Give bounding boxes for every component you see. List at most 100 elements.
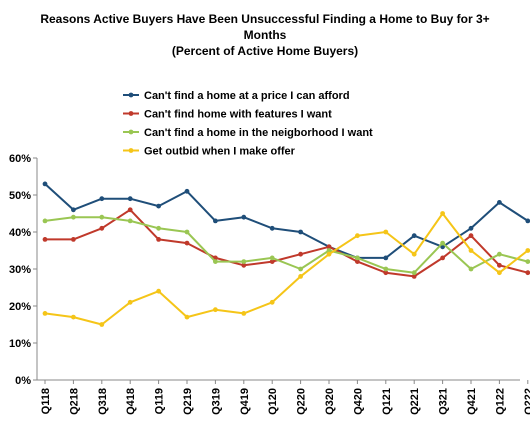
series-line	[44, 216, 529, 274]
data-point	[411, 270, 417, 276]
x-tick-label: Q118	[40, 388, 52, 414]
x-tick-label: Q121	[381, 388, 393, 415]
data-point	[99, 225, 105, 231]
chart-title-line-2: Months	[244, 28, 287, 42]
data-point	[383, 229, 389, 235]
legend-marker	[128, 92, 134, 98]
data-point	[42, 218, 48, 224]
data-point	[298, 266, 303, 272]
legend-label: Can't find a home at a price I can affor…	[144, 90, 350, 102]
chart-title-line-3: (Percent of Active Home Buyers)	[172, 44, 358, 58]
x-tick-label: Q120	[267, 388, 279, 415]
x-tick-label: Q320	[324, 388, 336, 415]
data-point	[326, 248, 332, 253]
data-point	[213, 218, 218, 224]
x-tick-label: Q222	[523, 388, 530, 415]
data-point	[468, 233, 474, 239]
chart-title: Reasons Active Buyers Have Been Unsucces…	[40, 12, 489, 58]
data-point	[156, 203, 162, 209]
data-point	[298, 229, 303, 235]
data-point	[525, 270, 530, 276]
data-point	[156, 225, 162, 231]
x-tick-label: Q419	[239, 388, 251, 415]
y-tick-label: 10%	[9, 338, 31, 350]
series-group	[42, 181, 530, 327]
data-point	[326, 244, 332, 250]
data-point	[355, 259, 360, 264]
x-tick-label: Q221	[409, 388, 421, 415]
data-point	[497, 262, 502, 268]
legend-label: Can't find a home in the neigborhood I w…	[144, 127, 373, 139]
data-point	[127, 299, 133, 305]
data-point	[184, 314, 190, 320]
data-point	[99, 196, 105, 202]
chart-title-line-1: Reasons Active Buyers Have Been Unsucces…	[40, 12, 489, 26]
data-point	[127, 207, 133, 213]
data-point	[241, 262, 247, 268]
data-point	[269, 299, 275, 305]
data-point	[156, 237, 162, 242]
data-point	[213, 307, 218, 313]
y-tick-label: 0%	[15, 375, 31, 387]
data-point	[411, 233, 417, 239]
series-line	[45, 208, 529, 278]
data-point	[440, 211, 445, 216]
y-tick-label: 20%	[9, 301, 31, 313]
data-point	[184, 229, 190, 235]
data-point	[440, 240, 445, 246]
data-point	[326, 251, 332, 257]
series-4	[42, 211, 530, 327]
y-tick-label: 50%	[9, 190, 31, 202]
y-tick-label: 40%	[9, 227, 31, 239]
data-point	[497, 270, 502, 276]
x-tick-label: Q319	[210, 388, 222, 415]
axes	[36, 158, 520, 381]
data-point	[99, 214, 105, 220]
data-point	[156, 288, 162, 294]
legend-label: Get outbid when I make offer	[144, 146, 296, 158]
data-point	[241, 259, 247, 264]
data-point	[269, 255, 275, 261]
data-point	[468, 266, 474, 272]
series-1	[42, 181, 530, 261]
data-point	[383, 255, 389, 261]
y-tick-label: 30%	[9, 264, 31, 276]
legend-marker	[128, 111, 134, 116]
data-point	[184, 188, 190, 194]
data-point	[127, 196, 133, 202]
data-point	[71, 237, 76, 242]
legend-marker	[128, 129, 134, 135]
data-point	[383, 266, 389, 272]
x-tick-label: Q321	[438, 388, 450, 415]
data-point	[269, 259, 275, 264]
data-point	[241, 311, 247, 316]
data-point	[213, 259, 218, 264]
data-point	[42, 311, 48, 316]
legend: Can't find a home at a price I can affor…	[123, 90, 373, 158]
data-point	[355, 255, 360, 261]
series-line	[44, 183, 529, 259]
series-line	[44, 212, 529, 326]
y-tick-label: 60%	[9, 153, 31, 165]
x-tick-label: Q218	[68, 388, 80, 415]
data-point	[42, 181, 48, 187]
data-point	[71, 314, 76, 320]
data-point	[468, 225, 474, 231]
legend-marker	[128, 148, 134, 153]
data-point	[99, 322, 105, 327]
series-3	[42, 214, 530, 276]
data-point	[127, 218, 133, 224]
series-2	[42, 207, 530, 279]
data-point	[497, 200, 502, 205]
x-tick-label: Q418	[125, 388, 137, 415]
data-point	[411, 251, 417, 257]
data-point	[71, 207, 76, 213]
legend-label: Can't find home with features I want	[144, 109, 332, 121]
data-point	[355, 233, 360, 239]
data-point	[269, 225, 275, 231]
data-point	[42, 237, 48, 242]
x-tick-label: Q318	[97, 388, 109, 415]
data-point	[468, 248, 474, 253]
data-point	[184, 240, 190, 246]
